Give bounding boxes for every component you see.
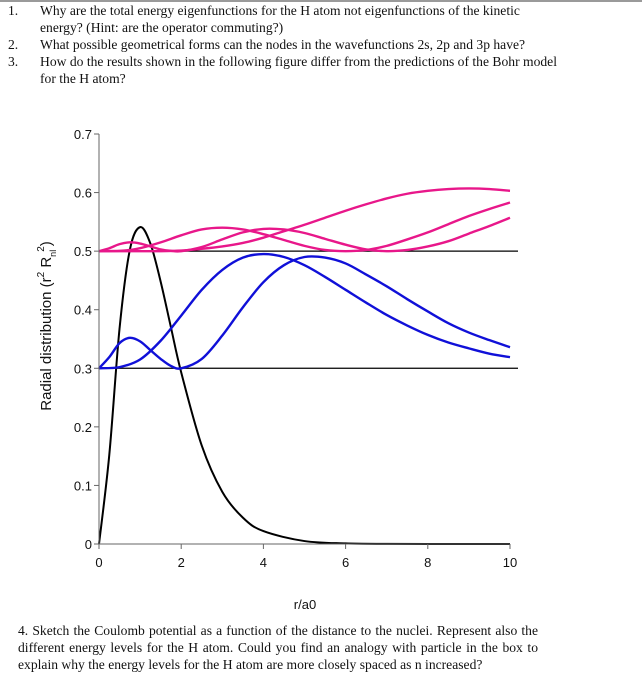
- x-tick-label: 8: [424, 555, 431, 570]
- series-line-1: [98, 255, 511, 370]
- question-3: 3. How do the results shown in the follo…: [0, 53, 560, 87]
- x-axis-label: r/a0: [293, 597, 317, 612]
- y-tick-label: 0.7: [74, 127, 92, 142]
- y-tick-label: 0.4: [74, 303, 92, 318]
- x-tick-label: 10: [503, 555, 517, 570]
- chart-axes: 0 0.1 0.2 0.3 0.4 0.5 0.6 0.7 0 2 4 6 8 10: [74, 127, 517, 570]
- question-number: 3.: [8, 54, 19, 69]
- x-tick-label: 6: [342, 555, 349, 570]
- question-text: How do the results shown in the followin…: [40, 54, 557, 86]
- chart-curves: [98, 187, 518, 546]
- y-tick-label: 0: [85, 537, 92, 552]
- series-line-5: [99, 187, 511, 253]
- y-tick-label: 0.1: [74, 478, 92, 493]
- series-line-0: [98, 226, 510, 546]
- question-4: 4. Sketch the Coulomb potential as a fun…: [18, 623, 538, 672]
- question-number: 1.: [8, 3, 19, 18]
- top-border: [0, 0, 642, 2]
- question-1: 1. Why are the total energy eigenfunctio…: [0, 2, 560, 36]
- question-list: 1. Why are the total energy eigenfunctio…: [0, 2, 560, 87]
- question-2: 2. What possible geometrical forms can t…: [0, 36, 560, 53]
- y-tick-label: 0.3: [74, 361, 92, 376]
- series-line-2: [98, 252, 511, 370]
- x-tick-label: 2: [178, 555, 185, 570]
- question-text: What possible geometrical forms can the …: [40, 37, 526, 52]
- question-number: 2.: [8, 37, 19, 52]
- radial-distribution-chart: 0 0.1 0.2 0.3 0.4 0.5 0.6 0.7 0 2 4 6 8 10 Radial dis…: [36, 127, 518, 570]
- series-line-4: [98, 201, 511, 253]
- question-text: Why are the total energy eigenfunctions …: [40, 3, 520, 35]
- y-axis-label: Radial distribution (r2 Rnl2): [36, 241, 58, 411]
- y-tick-label: 0.6: [74, 186, 92, 201]
- x-tick-label: 4: [260, 555, 267, 570]
- y-tick-label: 0.5: [74, 244, 92, 259]
- x-tick-label: 0: [95, 555, 102, 570]
- y-tick-label: 0.2: [74, 420, 92, 435]
- series-line-3: [98, 216, 511, 253]
